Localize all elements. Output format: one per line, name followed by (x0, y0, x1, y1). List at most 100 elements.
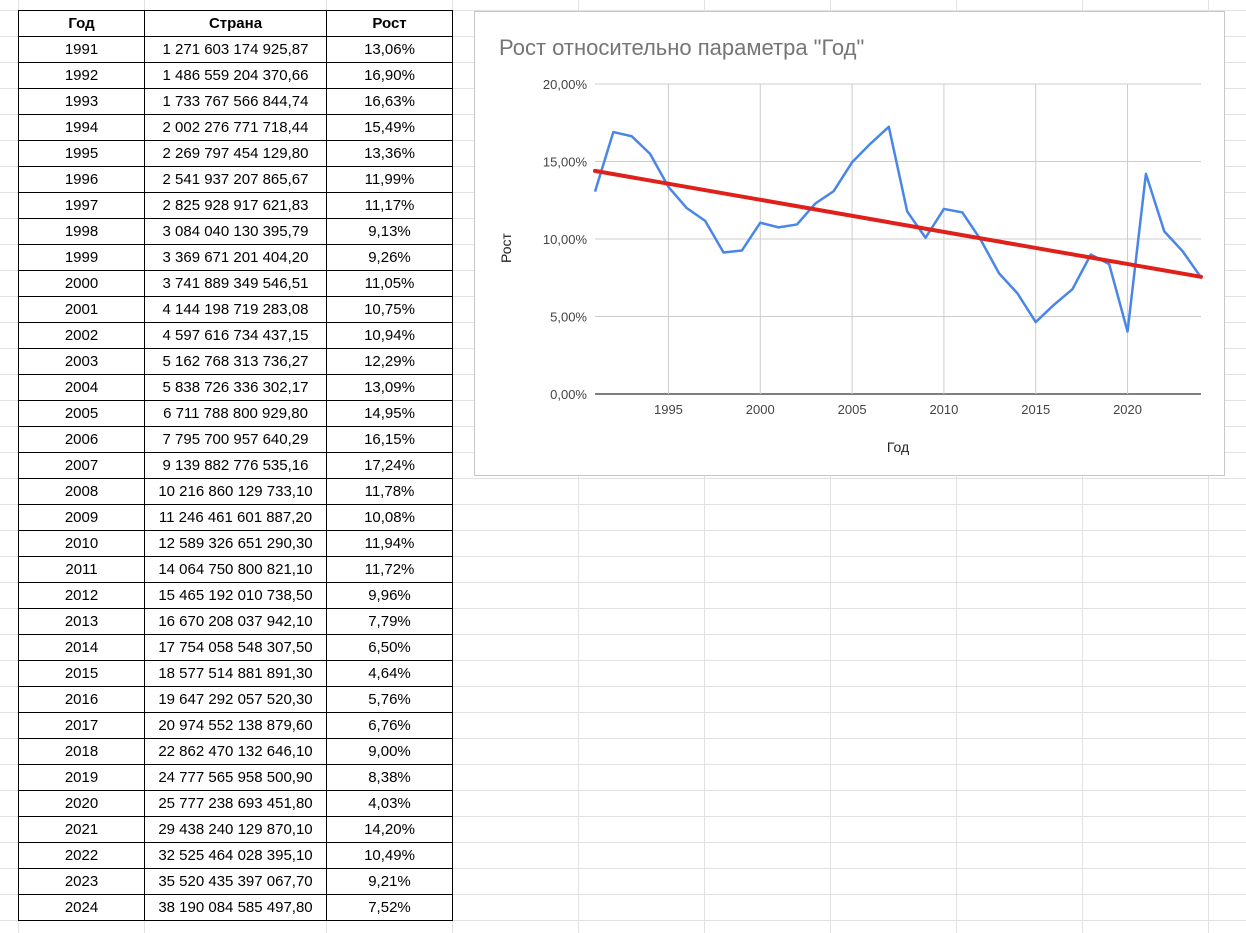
cell-year[interactable]: 1992 (18, 62, 145, 89)
cell-country[interactable]: 5 838 726 336 302,17 (144, 374, 327, 401)
cell-growth[interactable]: 16,90% (326, 62, 453, 89)
cell-country[interactable]: 25 777 238 693 451,80 (144, 790, 327, 817)
cell-growth[interactable]: 11,99% (326, 166, 453, 193)
cell-growth[interactable]: 6,76% (326, 712, 453, 739)
cell-country[interactable]: 24 777 565 958 500,90 (144, 764, 327, 791)
cell-country[interactable]: 22 862 470 132 646,10 (144, 738, 327, 765)
cell-country[interactable]: 1 271 603 174 925,87 (144, 36, 327, 63)
cell-country[interactable]: 3 741 889 349 546,51 (144, 270, 327, 297)
cell-country[interactable]: 1 733 767 566 844,74 (144, 88, 327, 115)
cell-country[interactable]: 38 190 084 585 497,80 (144, 894, 327, 921)
cell-country[interactable]: 9 139 882 776 535,16 (144, 452, 327, 479)
cell-growth[interactable]: 13,06% (326, 36, 453, 63)
cell-growth[interactable]: 17,24% (326, 452, 453, 479)
cell-year[interactable]: 2002 (18, 322, 145, 349)
header-year[interactable]: Год (18, 10, 145, 37)
cell-year[interactable]: 2007 (18, 452, 145, 479)
header-growth[interactable]: Рост (326, 10, 453, 37)
cell-year[interactable]: 1991 (18, 36, 145, 63)
cell-year[interactable]: 1997 (18, 192, 145, 219)
header-country[interactable]: Страна (144, 10, 327, 37)
cell-year[interactable]: 1995 (18, 140, 145, 167)
cell-growth[interactable]: 9,00% (326, 738, 453, 765)
cell-year[interactable]: 1996 (18, 166, 145, 193)
cell-country[interactable]: 6 711 788 800 929,80 (144, 400, 327, 427)
cell-growth[interactable]: 9,26% (326, 244, 453, 271)
cell-year[interactable]: 1994 (18, 114, 145, 141)
cell-country[interactable]: 4 597 616 734 437,15 (144, 322, 327, 349)
cell-year[interactable]: 2020 (18, 790, 145, 817)
cell-growth[interactable]: 10,75% (326, 296, 453, 323)
cell-growth[interactable]: 16,15% (326, 426, 453, 453)
cell-growth[interactable]: 8,38% (326, 764, 453, 791)
cell-country[interactable]: 1 486 559 204 370,66 (144, 62, 327, 89)
cell-year[interactable]: 2021 (18, 816, 145, 843)
cell-year[interactable]: 2011 (18, 556, 145, 583)
cell-growth[interactable]: 10,49% (326, 842, 453, 869)
cell-growth[interactable]: 7,79% (326, 608, 453, 635)
cell-growth[interactable]: 13,09% (326, 374, 453, 401)
cell-growth[interactable]: 13,36% (326, 140, 453, 167)
cell-country[interactable]: 10 216 860 129 733,10 (144, 478, 327, 505)
cell-year[interactable]: 2019 (18, 764, 145, 791)
cell-growth[interactable]: 10,08% (326, 504, 453, 531)
cell-year[interactable]: 2022 (18, 842, 145, 869)
cell-country[interactable]: 2 269 797 454 129,80 (144, 140, 327, 167)
cell-growth[interactable]: 7,52% (326, 894, 453, 921)
cell-country[interactable]: 7 795 700 957 640,29 (144, 426, 327, 453)
cell-country[interactable]: 2 002 276 771 718,44 (144, 114, 327, 141)
cell-country[interactable]: 19 647 292 057 520,30 (144, 686, 327, 713)
cell-growth[interactable]: 9,21% (326, 868, 453, 895)
cell-country[interactable]: 5 162 768 313 736,27 (144, 348, 327, 375)
cell-year[interactable]: 1998 (18, 218, 145, 245)
chart-card[interactable]: Рост относительно параметра "Год" 0,00% 5… (474, 11, 1225, 476)
cell-growth[interactable]: 11,72% (326, 556, 453, 583)
cell-country[interactable]: 4 144 198 719 283,08 (144, 296, 327, 323)
cell-year[interactable]: 2003 (18, 348, 145, 375)
cell-year[interactable]: 2012 (18, 582, 145, 609)
cell-year[interactable]: 2005 (18, 400, 145, 427)
cell-year[interactable]: 2018 (18, 738, 145, 765)
cell-country[interactable]: 2 541 937 207 865,67 (144, 166, 327, 193)
cell-country[interactable]: 15 465 192 010 738,50 (144, 582, 327, 609)
cell-country[interactable]: 29 438 240 129 870,10 (144, 816, 327, 843)
cell-year[interactable]: 2008 (18, 478, 145, 505)
cell-year[interactable]: 2015 (18, 660, 145, 687)
cell-country[interactable]: 17 754 058 548 307,50 (144, 634, 327, 661)
cell-year[interactable]: 2016 (18, 686, 145, 713)
cell-country[interactable]: 12 589 326 651 290,30 (144, 530, 327, 557)
cell-year[interactable]: 2000 (18, 270, 145, 297)
cell-year[interactable]: 2024 (18, 894, 145, 921)
cell-country[interactable]: 35 520 435 397 067,70 (144, 868, 327, 895)
cell-growth[interactable]: 10,94% (326, 322, 453, 349)
cell-year[interactable]: 2009 (18, 504, 145, 531)
cell-country[interactable]: 3 084 040 130 395,79 (144, 218, 327, 245)
cell-year[interactable]: 2017 (18, 712, 145, 739)
cell-growth[interactable]: 11,05% (326, 270, 453, 297)
cell-growth[interactable]: 4,03% (326, 790, 453, 817)
cell-growth[interactable]: 9,96% (326, 582, 453, 609)
cell-country[interactable]: 14 064 750 800 821,10 (144, 556, 327, 583)
cell-country[interactable]: 20 974 552 138 879,60 (144, 712, 327, 739)
cell-growth[interactable]: 11,94% (326, 530, 453, 557)
cell-year[interactable]: 2004 (18, 374, 145, 401)
cell-growth[interactable]: 11,17% (326, 192, 453, 219)
cell-growth[interactable]: 14,20% (326, 816, 453, 843)
cell-growth[interactable]: 15,49% (326, 114, 453, 141)
cell-country[interactable]: 11 246 461 601 887,20 (144, 504, 327, 531)
cell-year[interactable]: 2014 (18, 634, 145, 661)
cell-growth[interactable]: 5,76% (326, 686, 453, 713)
cell-year[interactable]: 1993 (18, 88, 145, 115)
cell-country[interactable]: 3 369 671 201 404,20 (144, 244, 327, 271)
cell-country[interactable]: 2 825 928 917 621,83 (144, 192, 327, 219)
cell-year[interactable]: 2001 (18, 296, 145, 323)
cell-country[interactable]: 16 670 208 037 942,10 (144, 608, 327, 635)
cell-year[interactable]: 2010 (18, 530, 145, 557)
cell-growth[interactable]: 4,64% (326, 660, 453, 687)
cell-year[interactable]: 2013 (18, 608, 145, 635)
cell-year[interactable]: 2023 (18, 868, 145, 895)
cell-growth[interactable]: 6,50% (326, 634, 453, 661)
cell-year[interactable]: 1999 (18, 244, 145, 271)
cell-growth[interactable]: 12,29% (326, 348, 453, 375)
cell-country[interactable]: 18 577 514 881 891,30 (144, 660, 327, 687)
